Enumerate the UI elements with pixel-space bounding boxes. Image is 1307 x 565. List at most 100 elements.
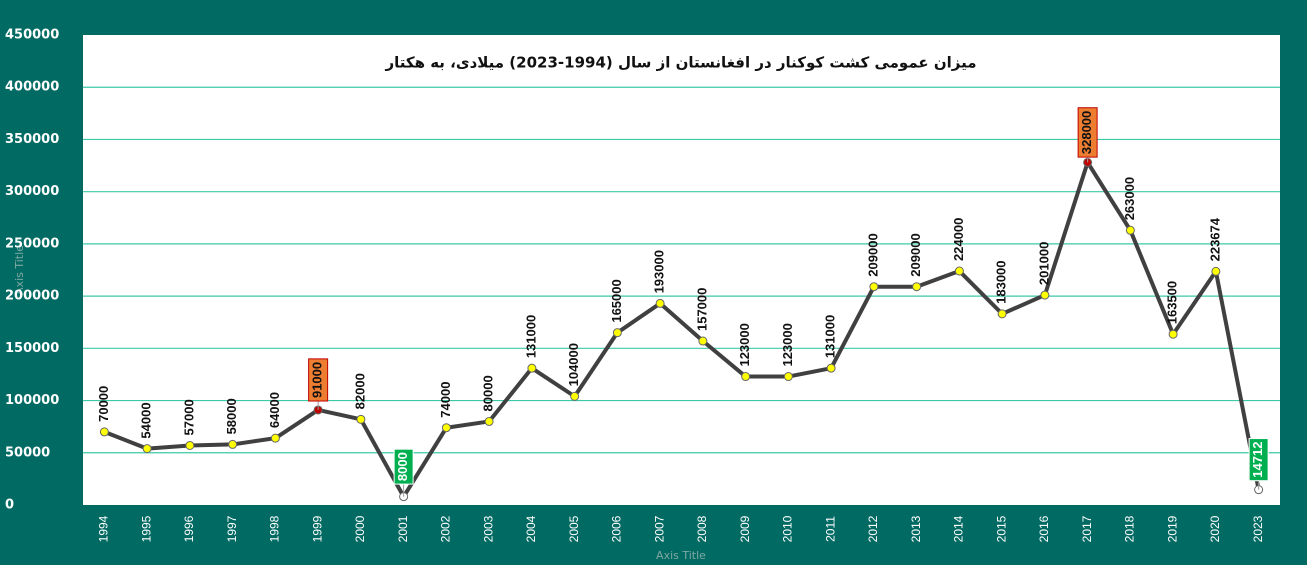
data-label: 223674	[1207, 217, 1222, 261]
data-label: 224000	[951, 218, 966, 261]
label-box	[393, 448, 414, 485]
data-label: 131000	[523, 315, 538, 358]
point-marker	[912, 282, 922, 292]
data-label: 123000	[780, 323, 795, 366]
x-tick-label: 2004	[524, 515, 538, 542]
label-box	[1248, 438, 1269, 482]
y-tick-label: 100000	[5, 393, 59, 408]
x-tick-label: 1994	[97, 515, 111, 542]
point-marker	[228, 439, 238, 449]
data-label: 54000	[139, 402, 154, 438]
data-label: 163500	[1165, 281, 1180, 324]
y-tick-label: 300000	[5, 184, 59, 199]
data-label: 64000	[267, 392, 282, 428]
data-label: 74000	[438, 382, 453, 418]
y-axis-title: Axis Title	[13, 245, 26, 295]
point-marker	[270, 433, 280, 443]
point-marker	[997, 309, 1007, 319]
x-tick-label: 2009	[738, 515, 752, 542]
data-label: 104000	[566, 343, 581, 386]
y-tick-label: 150000	[5, 341, 59, 356]
x-tick-label: 2011	[823, 516, 837, 542]
x-tick-label: 2008	[695, 515, 709, 542]
x-tick-label: 1999	[310, 515, 324, 542]
data-label: 165000	[609, 279, 624, 322]
label-box	[1077, 107, 1098, 158]
data-label: 131000	[823, 315, 838, 358]
point-marker	[441, 423, 451, 433]
y-tick-label: 200000	[5, 289, 59, 304]
y-tick-label: 450000	[5, 28, 59, 43]
y-tick-label: 50000	[5, 445, 50, 460]
x-tick-label: 2002	[439, 515, 453, 542]
y-tick-label: 250000	[5, 236, 59, 251]
x-tick-label: 2018	[1123, 515, 1137, 542]
chart-title: میزان عمومی کشت کوکنار در افغانستان از س…	[384, 54, 976, 72]
x-tick-label: 2003	[481, 515, 495, 542]
data-label: 263000	[1122, 177, 1137, 220]
x-tick-label: 2005	[567, 515, 581, 542]
point-marker	[142, 444, 152, 454]
point-marker	[954, 266, 964, 276]
data-label: 58000	[224, 398, 239, 434]
point-marker	[185, 440, 195, 450]
point-marker	[612, 328, 622, 338]
y-tick-label: 0	[5, 498, 14, 513]
data-label: 14712	[1250, 442, 1265, 478]
x-tick-label: 2013	[909, 515, 923, 542]
x-tick-label: 2017	[1080, 515, 1094, 542]
x-tick-label: 2016	[1037, 515, 1051, 542]
data-label: 123000	[737, 323, 752, 366]
point-marker	[1168, 329, 1178, 339]
x-tick-label: 2007	[652, 515, 666, 542]
x-tick-label: 1997	[225, 515, 239, 542]
point-marker	[570, 391, 580, 401]
x-tick-label: 2019	[1165, 515, 1179, 542]
data-label: 57000	[181, 399, 196, 435]
plot-area	[83, 35, 1280, 505]
point-marker	[869, 282, 879, 292]
point-marker	[741, 372, 751, 382]
x-tick-label: 2015	[994, 515, 1008, 542]
series-line	[103, 160, 1261, 499]
point-marker	[655, 298, 665, 308]
y-tick-label: 400000	[5, 80, 59, 95]
point-marker	[1125, 225, 1135, 235]
point-marker	[826, 363, 836, 373]
x-axis-title: Axis Title	[656, 549, 706, 562]
point-marker	[527, 363, 537, 373]
data-label: 328000	[1079, 111, 1094, 154]
x-tick-label: 1995	[139, 515, 153, 542]
y-tick-label: 350000	[5, 132, 59, 147]
data-label: 82000	[352, 373, 367, 409]
x-tick-label: 2001	[396, 515, 410, 542]
data-label: 70000	[96, 386, 111, 422]
x-tick-label: 2023	[1251, 515, 1265, 542]
x-tick-label: 2010	[781, 515, 795, 542]
label-box	[308, 358, 329, 402]
data-label: 183000	[994, 260, 1009, 303]
point-marker	[356, 414, 366, 424]
x-tick-label: 2014	[952, 515, 966, 542]
data-label: 209000	[908, 233, 923, 276]
data-label: 91000	[310, 362, 325, 398]
x-tick-label: 2000	[353, 515, 367, 542]
point-marker	[1040, 290, 1050, 300]
x-tick-label: 2012	[866, 515, 880, 542]
data-label: 80000	[481, 375, 496, 411]
data-label: 209000	[865, 233, 880, 276]
data-label: 8000	[395, 452, 410, 481]
x-tick-label: 2020	[1208, 515, 1222, 542]
data-label: 157000	[694, 288, 709, 331]
data-label: 193000	[652, 250, 667, 293]
x-tick-label: 2006	[610, 515, 624, 542]
point-marker	[698, 336, 708, 346]
point-marker	[99, 427, 109, 437]
point-marker	[783, 372, 793, 382]
point-marker	[484, 416, 494, 426]
data-label: 201000	[1036, 242, 1051, 285]
point-marker	[1211, 266, 1221, 276]
x-tick-label: 1998	[268, 515, 282, 542]
x-tick-label: 1996	[182, 515, 196, 542]
